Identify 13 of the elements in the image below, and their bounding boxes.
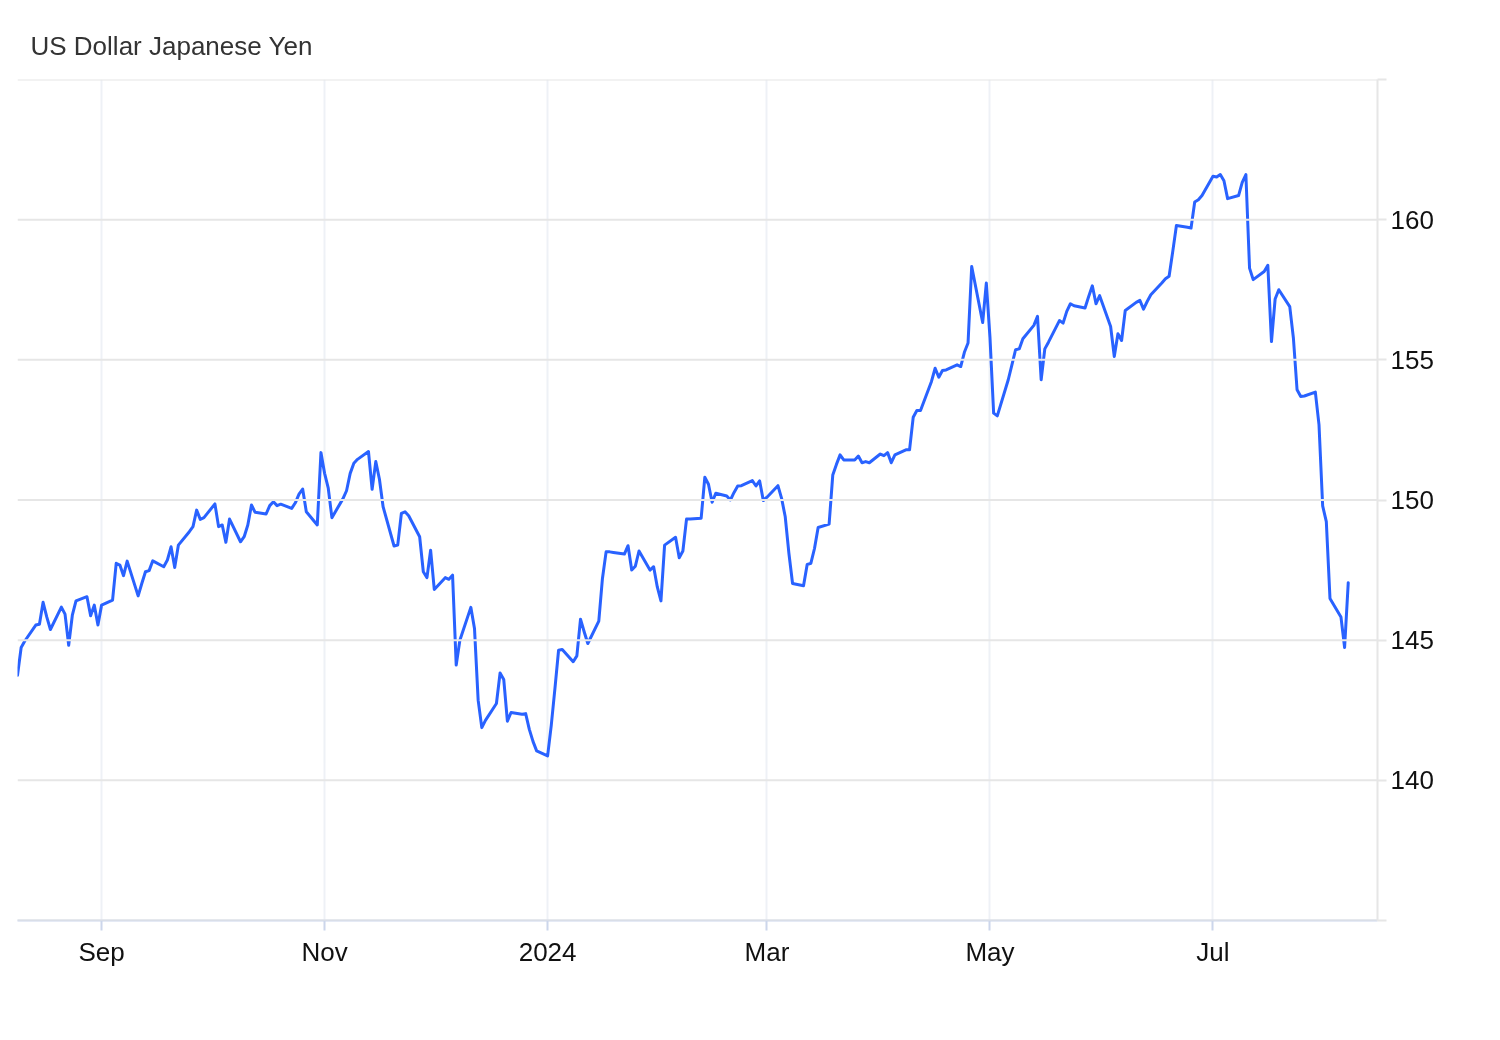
y-tick-label: 155: [1390, 344, 1434, 375]
x-tick-label: 2024: [518, 936, 577, 967]
x-tick-label: Mar: [744, 936, 790, 967]
y-tick-label: 145: [1390, 625, 1434, 656]
x-tick-label: Jul: [1196, 936, 1230, 967]
x-tick-label: Nov: [301, 936, 348, 967]
y-tick-label: 140: [1390, 765, 1434, 796]
x-tick-label: May: [965, 936, 1015, 967]
y-tick-label: 150: [1390, 485, 1434, 515]
x-tick-label: Sep: [78, 936, 125, 967]
y-tick-label: 160: [1390, 204, 1434, 235]
line-series: [17, 173, 1350, 758]
chart-title: US Dollar Japanese Yen: [30, 31, 313, 61]
